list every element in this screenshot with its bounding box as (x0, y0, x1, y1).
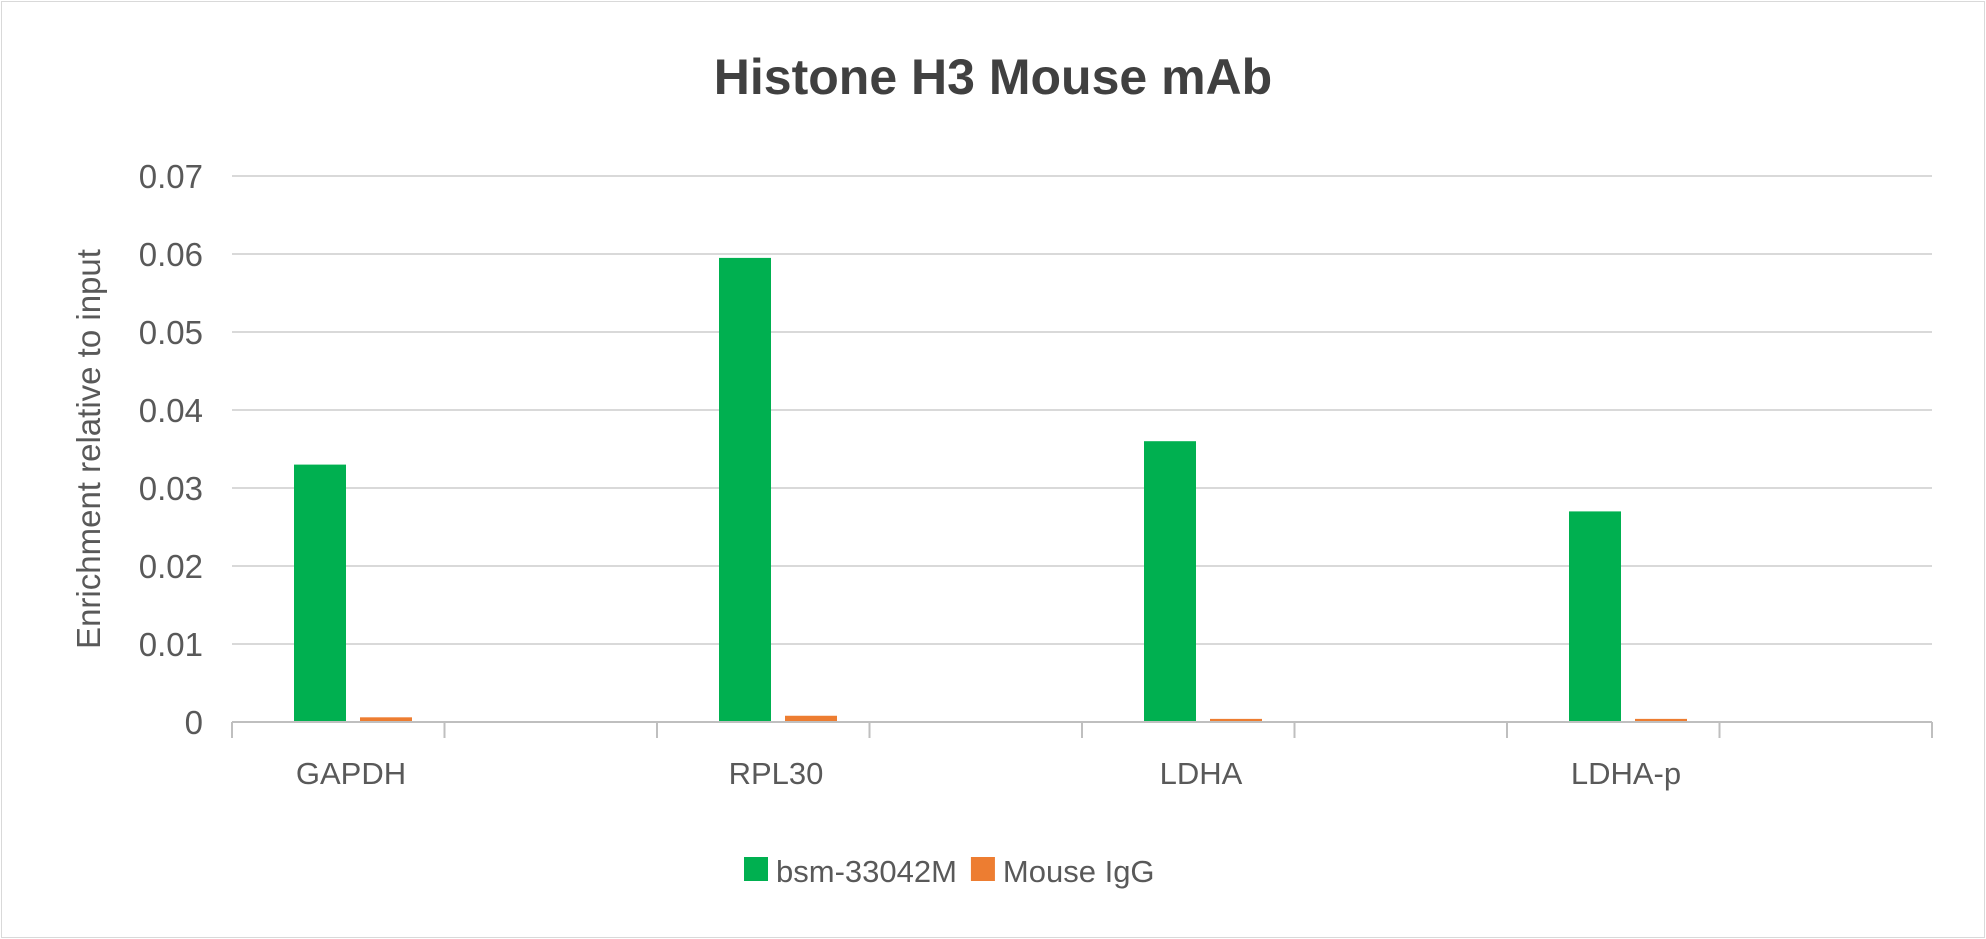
x-tick-label: GAPDH (296, 756, 406, 791)
legend-label: bsm-33042M (776, 854, 957, 889)
bar-bsm-33042m-ldha-p (1569, 511, 1621, 722)
y-tick-label: 0 (185, 704, 203, 741)
y-tick-label: 0.04 (139, 392, 203, 429)
x-tick-label: LDHA (1160, 756, 1243, 791)
bar-mouse-igg-rpl30 (785, 715, 837, 722)
bar-bsm-33042m-rpl30 (719, 257, 771, 722)
y-tick-label: 0.07 (139, 158, 203, 195)
x-tick-label: RPL30 (729, 756, 824, 791)
x-tick-label: LDHA-p (1571, 756, 1681, 791)
y-axis-label: Enrichment relative to input (70, 249, 107, 649)
y-tick-label: 0.03 (139, 470, 203, 507)
chart-title: Histone H3 Mouse mAb (714, 49, 1272, 105)
legend-swatch (970, 857, 995, 881)
y-tick-label: 0.02 (139, 548, 203, 585)
y-tick-label: 0.06 (139, 236, 203, 273)
y-tick-label: 0.01 (139, 626, 203, 663)
bar-bsm-33042m-gapdh (294, 464, 346, 722)
bar-mouse-igg-ldha-p (1635, 718, 1687, 722)
bar-mouse-igg-ldha (1210, 718, 1262, 722)
bar-bsm-33042m-ldha (1144, 441, 1196, 722)
y-tick-label: 0.05 (139, 314, 203, 351)
legend-label: Mouse IgG (1003, 854, 1155, 889)
legend-swatch (744, 857, 768, 881)
bar-mouse-igg-gapdh (360, 717, 412, 722)
